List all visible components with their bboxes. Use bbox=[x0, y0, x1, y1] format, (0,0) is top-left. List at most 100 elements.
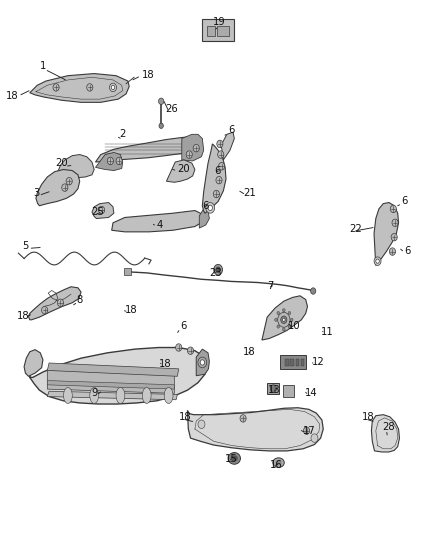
Text: 18: 18 bbox=[159, 359, 172, 368]
Polygon shape bbox=[301, 359, 304, 366]
Circle shape bbox=[111, 85, 115, 90]
Text: 17: 17 bbox=[303, 426, 316, 435]
Polygon shape bbox=[95, 136, 202, 162]
Circle shape bbox=[283, 309, 285, 312]
Circle shape bbox=[390, 205, 396, 213]
Text: 1: 1 bbox=[40, 61, 46, 71]
Text: 23: 23 bbox=[209, 268, 222, 278]
Circle shape bbox=[216, 267, 220, 272]
Ellipse shape bbox=[122, 221, 128, 225]
Text: 19: 19 bbox=[212, 18, 226, 27]
Polygon shape bbox=[112, 211, 204, 232]
Circle shape bbox=[187, 347, 194, 354]
Ellipse shape bbox=[72, 162, 84, 171]
Circle shape bbox=[277, 325, 279, 328]
Text: 6: 6 bbox=[404, 246, 410, 255]
Circle shape bbox=[389, 248, 396, 255]
Polygon shape bbox=[217, 26, 229, 36]
Circle shape bbox=[277, 311, 279, 314]
Ellipse shape bbox=[116, 387, 125, 403]
Circle shape bbox=[62, 184, 68, 191]
Circle shape bbox=[288, 311, 291, 314]
Text: 6: 6 bbox=[402, 197, 408, 206]
Text: 11: 11 bbox=[321, 327, 334, 336]
Ellipse shape bbox=[101, 381, 114, 388]
Polygon shape bbox=[296, 359, 299, 366]
Ellipse shape bbox=[164, 387, 173, 403]
Ellipse shape bbox=[276, 460, 282, 465]
Polygon shape bbox=[30, 74, 129, 102]
Ellipse shape bbox=[141, 377, 170, 391]
Circle shape bbox=[374, 257, 381, 265]
Text: 6: 6 bbox=[214, 166, 220, 175]
Text: 18: 18 bbox=[179, 412, 191, 422]
Polygon shape bbox=[221, 132, 234, 160]
Circle shape bbox=[116, 157, 122, 165]
Circle shape bbox=[283, 318, 285, 321]
Circle shape bbox=[213, 190, 219, 198]
Circle shape bbox=[217, 140, 223, 148]
Circle shape bbox=[208, 205, 212, 211]
Polygon shape bbox=[207, 26, 215, 36]
Circle shape bbox=[283, 328, 285, 331]
Circle shape bbox=[216, 176, 222, 184]
Circle shape bbox=[214, 264, 223, 275]
Text: 20: 20 bbox=[55, 158, 67, 168]
Polygon shape bbox=[196, 349, 209, 376]
Text: 13: 13 bbox=[268, 385, 280, 395]
Ellipse shape bbox=[166, 221, 172, 225]
Circle shape bbox=[391, 233, 397, 241]
Text: 28: 28 bbox=[383, 423, 395, 432]
Polygon shape bbox=[47, 381, 174, 389]
Circle shape bbox=[290, 318, 293, 321]
Circle shape bbox=[281, 316, 287, 324]
Polygon shape bbox=[47, 363, 179, 376]
Ellipse shape bbox=[63, 372, 91, 385]
Ellipse shape bbox=[180, 221, 186, 225]
Polygon shape bbox=[280, 355, 306, 369]
Text: 8: 8 bbox=[77, 295, 83, 304]
Text: 15: 15 bbox=[225, 455, 238, 464]
Circle shape bbox=[200, 360, 205, 365]
Ellipse shape bbox=[79, 381, 92, 389]
Ellipse shape bbox=[123, 380, 136, 388]
Polygon shape bbox=[199, 209, 209, 228]
Text: 26: 26 bbox=[165, 104, 178, 114]
Text: 18: 18 bbox=[362, 412, 374, 422]
Text: 18: 18 bbox=[125, 305, 138, 315]
Circle shape bbox=[193, 144, 199, 152]
Circle shape bbox=[99, 206, 105, 214]
Circle shape bbox=[87, 84, 93, 91]
Ellipse shape bbox=[58, 381, 71, 389]
Circle shape bbox=[110, 83, 117, 92]
Text: 22: 22 bbox=[349, 224, 362, 234]
Text: 5: 5 bbox=[22, 241, 28, 251]
Ellipse shape bbox=[231, 455, 238, 462]
Text: 16: 16 bbox=[269, 460, 283, 470]
Polygon shape bbox=[182, 134, 204, 161]
Polygon shape bbox=[285, 359, 289, 366]
Circle shape bbox=[53, 84, 59, 91]
Circle shape bbox=[206, 203, 215, 213]
Circle shape bbox=[159, 123, 163, 128]
Ellipse shape bbox=[142, 387, 151, 403]
Text: 6: 6 bbox=[202, 201, 208, 211]
Circle shape bbox=[376, 259, 379, 263]
Circle shape bbox=[392, 219, 398, 227]
Circle shape bbox=[240, 415, 246, 422]
Polygon shape bbox=[95, 152, 123, 171]
Polygon shape bbox=[202, 19, 234, 41]
Circle shape bbox=[219, 163, 225, 170]
Text: 6: 6 bbox=[180, 321, 186, 331]
Text: 18: 18 bbox=[243, 347, 255, 357]
Ellipse shape bbox=[145, 380, 158, 387]
Text: 2: 2 bbox=[120, 130, 126, 139]
Polygon shape bbox=[267, 383, 279, 394]
Circle shape bbox=[186, 151, 192, 158]
Ellipse shape bbox=[228, 453, 240, 464]
Text: 10: 10 bbox=[288, 321, 300, 331]
Circle shape bbox=[198, 357, 207, 368]
Polygon shape bbox=[36, 169, 80, 206]
Text: 18: 18 bbox=[142, 70, 154, 79]
Circle shape bbox=[278, 312, 290, 327]
